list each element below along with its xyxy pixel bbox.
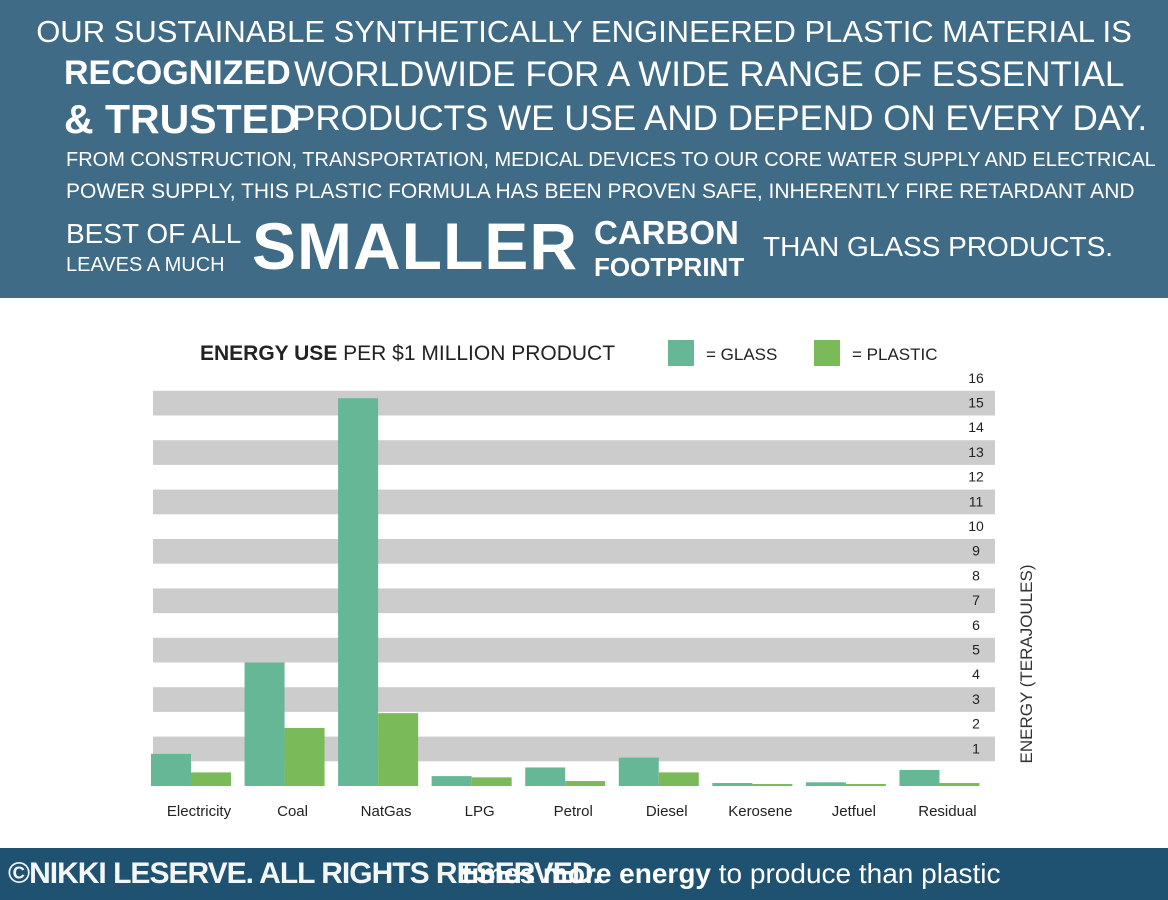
bar-plastic-coal — [284, 727, 325, 786]
y-tick-label: 14 — [968, 419, 984, 435]
bar-glass-kerosene — [712, 783, 753, 786]
banner: OUR SUSTAINABLE SYNTHETICALLY ENGINEERED… — [0, 0, 1168, 298]
y-tick-label: 1 — [972, 740, 980, 756]
chart-title-bold: ENERGY USE — [200, 342, 337, 365]
y-tick-label: 13 — [968, 444, 984, 460]
bar-glass-electricity — [151, 753, 191, 786]
bar-glass-jetfuel — [805, 782, 846, 786]
grid-band — [153, 588, 995, 614]
grid-band — [153, 489, 995, 515]
x-tick-label: Residual — [918, 803, 976, 820]
banner-detail-line2: POWER SUPPLY, THIS PLASTIC FORMULA HAS B… — [66, 180, 1135, 203]
bar-plastic-residual — [939, 783, 980, 786]
y-tick-label: 4 — [972, 666, 980, 682]
chart-title-rest: PER $1 MILLION PRODUCT — [337, 342, 615, 365]
bar-glass-diesel — [618, 757, 659, 786]
banner-best-of-all: BEST OF ALL — [66, 218, 242, 249]
bar-plastic-petrol — [565, 781, 606, 786]
legend-label: = GLASS — [706, 345, 777, 364]
bar-glass-lpg — [431, 776, 472, 786]
banner-headline-line3: PRODUCTS WE USE AND DEPEND ON EVERY DAY. — [292, 99, 1148, 138]
y-tick-label: 6 — [972, 617, 980, 633]
copyright-notice: ©NIKKI LESERVE. ALL RIGHTS RESERVED. — [8, 857, 601, 890]
legend-swatch — [814, 340, 840, 366]
y-tick-label: 10 — [968, 518, 984, 534]
x-tick-label: NatGas — [361, 803, 412, 820]
bar-plastic-kerosene — [752, 784, 793, 786]
y-tick-label: 9 — [972, 543, 980, 559]
grid-band — [153, 687, 995, 712]
grid-band — [153, 390, 995, 416]
y-tick-label: 7 — [972, 592, 980, 608]
banner-headline-line1: OUR SUSTAINABLE SYNTHETICALLY ENGINEERED… — [36, 14, 1132, 49]
legend-label: = PLASTIC — [852, 345, 938, 364]
bar-plastic-natgas — [378, 713, 419, 786]
footer-message: times more energy to produce than plasti… — [462, 858, 1001, 890]
y-tick-label: 12 — [968, 469, 984, 485]
legend-swatch — [668, 340, 694, 366]
footer-message-rest: to produce than plastic — [711, 858, 1001, 889]
bar-plastic-jetfuel — [845, 784, 886, 786]
footer-bar: times more energy to produce than plasti… — [0, 848, 1168, 900]
chart-title: ENERGY USE PER $1 MILLION PRODUCT — [200, 342, 615, 365]
bar-plastic-lpg — [471, 777, 512, 786]
chart-bars — [151, 398, 980, 786]
y-tick-label: 15 — [968, 395, 984, 411]
x-tick-label: Jetfuel — [832, 803, 876, 820]
chart-gridlines — [153, 390, 995, 762]
y-tick-label: 2 — [972, 716, 980, 732]
footer-message-bold: times more energy — [462, 858, 711, 889]
banner-headline-line2: WORLDWIDE FOR A WIDE RANGE OF ESSENTIAL — [294, 55, 1125, 94]
grid-band — [153, 539, 995, 564]
x-tick-label: LPG — [465, 803, 495, 820]
x-tick-label: Coal — [277, 803, 308, 820]
x-tick-label: Diesel — [646, 803, 688, 820]
y-tick-label: 11 — [969, 493, 984, 509]
y-tick-label: 16 — [968, 370, 984, 386]
bar-glass-petrol — [525, 767, 566, 786]
x-tick-label: Petrol — [554, 803, 593, 820]
bar-glass-natgas — [338, 398, 379, 786]
y-tick-label: 5 — [972, 642, 980, 658]
chart-legend: = GLASS = PLASTIC — [668, 340, 938, 366]
banner-trusted: & TRUSTED — [64, 96, 299, 142]
banner-detail-line1: FROM CONSTRUCTION, TRANSPORTATION, MEDIC… — [66, 149, 1156, 171]
chart-x-labels: Electricity Coal NatGas LPG Petrol Diesel Kero… — [167, 803, 977, 820]
banner-than-glass: THAN GLASS PRODUCTS. — [763, 231, 1114, 262]
x-tick-label: Kerosene — [728, 803, 792, 820]
banner-leaves-a-much: LEAVES A MUCH — [66, 254, 225, 276]
banner-smaller: SMALLER — [252, 209, 578, 283]
banner-carbon: CARBON — [594, 214, 739, 251]
chart-y-axis-label: ENERGY (TERAJOULES) — [1017, 564, 1036, 763]
bar-plastic-diesel — [658, 772, 699, 786]
bar-glass-coal — [244, 662, 285, 786]
banner-recognized: RECOGNIZED — [64, 54, 291, 92]
bar-plastic-electricity — [191, 772, 231, 786]
grid-band — [153, 440, 995, 465]
grid-band — [153, 637, 995, 663]
y-tick-label: 3 — [972, 691, 980, 707]
bar-glass-residual — [899, 769, 940, 786]
x-tick-label: Electricity — [167, 803, 232, 820]
banner-footprint: FOOTPRINT — [594, 252, 745, 282]
y-tick-label: 8 — [972, 567, 980, 583]
